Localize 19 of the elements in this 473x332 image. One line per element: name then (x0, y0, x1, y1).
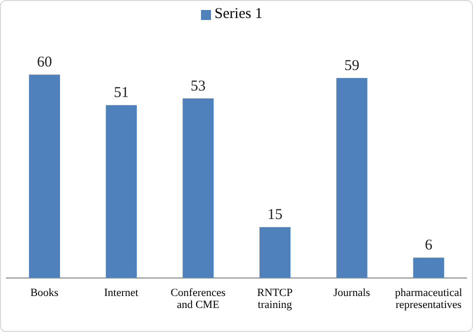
x-tick-label: Journals (333, 287, 370, 299)
x-tick-label: Conferences and CME (170, 287, 226, 311)
data-label: 51 (114, 85, 129, 102)
data-label: 6 (424, 238, 433, 254)
x-tick-label: Books (30, 287, 58, 299)
data-label: 60 (37, 54, 52, 71)
bar (182, 98, 214, 278)
legend-label: Series 1 (214, 6, 262, 22)
data-label: 53 (190, 78, 206, 94)
data-label: 15 (268, 207, 282, 224)
bar (29, 74, 60, 278)
x-tick-label: Internet (104, 287, 138, 299)
bar (413, 258, 444, 278)
data-label: 59 (344, 58, 360, 74)
bar (336, 78, 368, 278)
x-tick-label: pharmaceutical representatives (394, 287, 462, 311)
bar (106, 105, 137, 278)
bar (260, 227, 290, 278)
x-tick-label: RNTCP training (257, 287, 293, 311)
